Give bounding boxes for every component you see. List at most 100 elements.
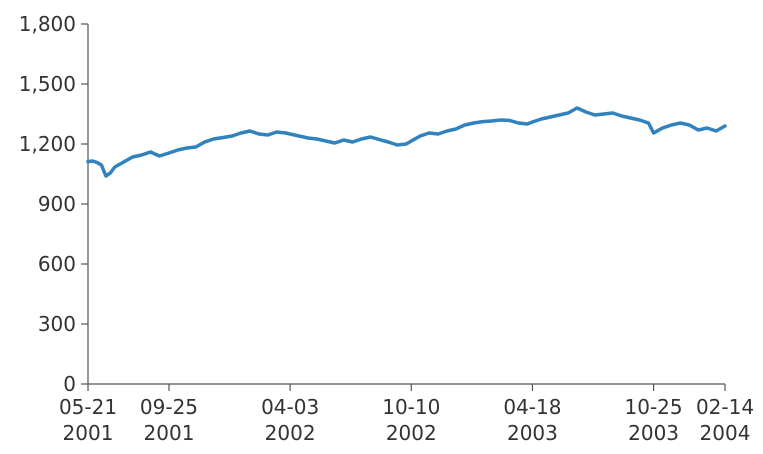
x-tick-label-year: 2003 (507, 421, 558, 445)
data-point (158, 154, 161, 158)
x-tick-label-year: 2001 (63, 421, 114, 445)
data-point (239, 131, 243, 135)
data-point (288, 132, 292, 136)
data-point (531, 120, 534, 124)
x-tick-label-year: 2004 (700, 421, 751, 445)
x-tick-label-year: 2001 (144, 421, 195, 445)
data-point (315, 137, 319, 141)
data-point (670, 123, 673, 127)
x-tick-label-date: 04-03 (261, 395, 319, 419)
data-point (540, 117, 543, 121)
data-point (629, 116, 632, 120)
data-point (140, 153, 143, 157)
x-axis: 05-21200109-25200104-03200210-10200204-1… (59, 383, 754, 445)
data-point (638, 118, 641, 122)
x-tick-label-date: 09-25 (140, 395, 198, 419)
data-point (387, 140, 390, 144)
data-point (351, 140, 354, 144)
y-tick-label: 1,200 (19, 132, 76, 156)
data-point (100, 163, 103, 167)
x-tick-label-date: 10-10 (382, 395, 440, 419)
y-axis: 0 300 600 900 1,200 1,500 1,800 (19, 12, 89, 396)
data-point (221, 136, 224, 139)
data-point (333, 141, 336, 145)
data-point (472, 121, 475, 125)
data-point (652, 131, 655, 135)
data-point (324, 139, 327, 143)
data-point (405, 142, 408, 146)
y-tick-label: 1,800 (19, 12, 76, 36)
data-point (131, 155, 134, 159)
data-point (369, 135, 372, 139)
data-point (463, 123, 466, 127)
data-point (113, 165, 117, 169)
data-point (688, 123, 691, 127)
x-tick-label-date: 02-14 (696, 395, 754, 419)
data-point (342, 138, 345, 142)
data-point (176, 148, 180, 152)
x-tick-label-year: 2002 (265, 421, 316, 445)
data-point (575, 106, 579, 110)
x-tick-label-date: 10-25 (625, 395, 683, 419)
data-point (661, 126, 664, 130)
data-point (91, 159, 94, 163)
data-point (257, 132, 261, 136)
data-point (647, 121, 650, 125)
data-point (714, 129, 718, 133)
data-point (679, 121, 682, 125)
data-point (490, 119, 493, 123)
x-tick-label-year: 2003 (628, 421, 679, 445)
data-point (86, 160, 90, 163)
y-tick-label: 900 (38, 192, 76, 216)
data-point (104, 174, 108, 178)
y-tick-label: 600 (38, 252, 76, 276)
data-point (306, 136, 310, 140)
x-tick-label-year: 2002 (386, 421, 437, 445)
data-point (602, 112, 605, 116)
data-point (230, 134, 234, 138)
data-point (149, 150, 152, 154)
y-tick-label: 300 (38, 312, 76, 336)
data-point (419, 134, 422, 138)
data-point (558, 113, 561, 117)
data-point (167, 151, 171, 155)
data-point (705, 126, 709, 130)
data-point (566, 111, 570, 115)
data-point (611, 111, 614, 115)
data-point (378, 138, 381, 141)
plot-area (86, 106, 727, 178)
data-point (620, 114, 623, 118)
data-point (427, 131, 431, 135)
data-point (499, 118, 502, 122)
data-point (526, 122, 529, 126)
data-point (396, 143, 399, 147)
data-point (517, 121, 520, 125)
data-point (194, 145, 197, 149)
data-point (454, 127, 458, 131)
y-tick-label: 1,500 (19, 72, 76, 96)
data-point (697, 128, 700, 132)
data-point (360, 137, 363, 141)
x-tick-label-date: 05-21 (59, 395, 117, 419)
data-point (266, 133, 269, 137)
data-point (185, 146, 188, 150)
y-tick-label: 0 (63, 372, 76, 396)
x-tick-label-date: 04-18 (503, 395, 561, 419)
data-point (275, 130, 278, 134)
data-point (122, 160, 125, 164)
data-point (297, 134, 301, 138)
data-point (410, 139, 413, 143)
data-point (284, 131, 287, 135)
data-point (508, 119, 511, 122)
data-point (723, 124, 727, 128)
data-point (203, 140, 206, 144)
data-point (549, 115, 552, 119)
data-point (109, 171, 112, 175)
data-point (212, 137, 215, 141)
data-point (445, 129, 449, 133)
data-point (95, 161, 99, 164)
data-point (584, 110, 588, 114)
data-point (481, 120, 484, 123)
